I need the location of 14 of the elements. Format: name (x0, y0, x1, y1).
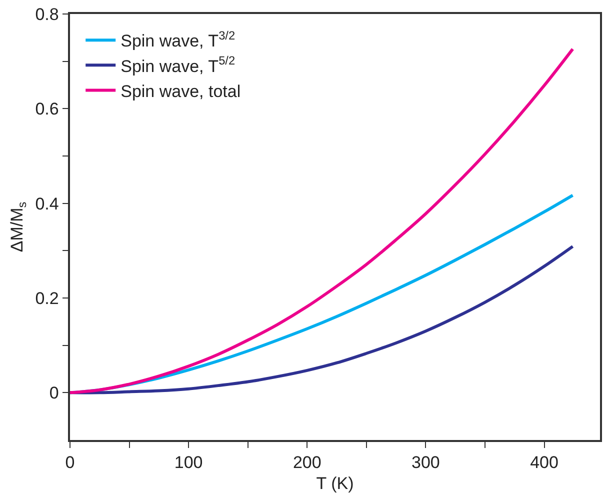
y-tick-label: 0.4 (35, 194, 59, 214)
x-tick-label: 300 (412, 453, 440, 472)
x-tick-label: 100 (174, 453, 203, 472)
x-tick-label: 0 (65, 453, 75, 472)
x-tick-label: 200 (292, 453, 322, 472)
y-tick-label: 0.8 (35, 4, 59, 24)
x-tick-label: 400 (530, 453, 558, 472)
legend-label: Spin wave, T$^{5/2}$ (120, 54, 236, 76)
y-tick-label: 0.6 (35, 100, 59, 119)
y-tick-label: 0 (49, 384, 59, 403)
y-tick-label: 0.2 (35, 288, 59, 308)
legend-label: Spin wave, total (120, 82, 241, 101)
legend-label: Spin wave, T$^{3/2}$ (120, 28, 236, 51)
x-axis-title: T (K) (316, 474, 354, 494)
